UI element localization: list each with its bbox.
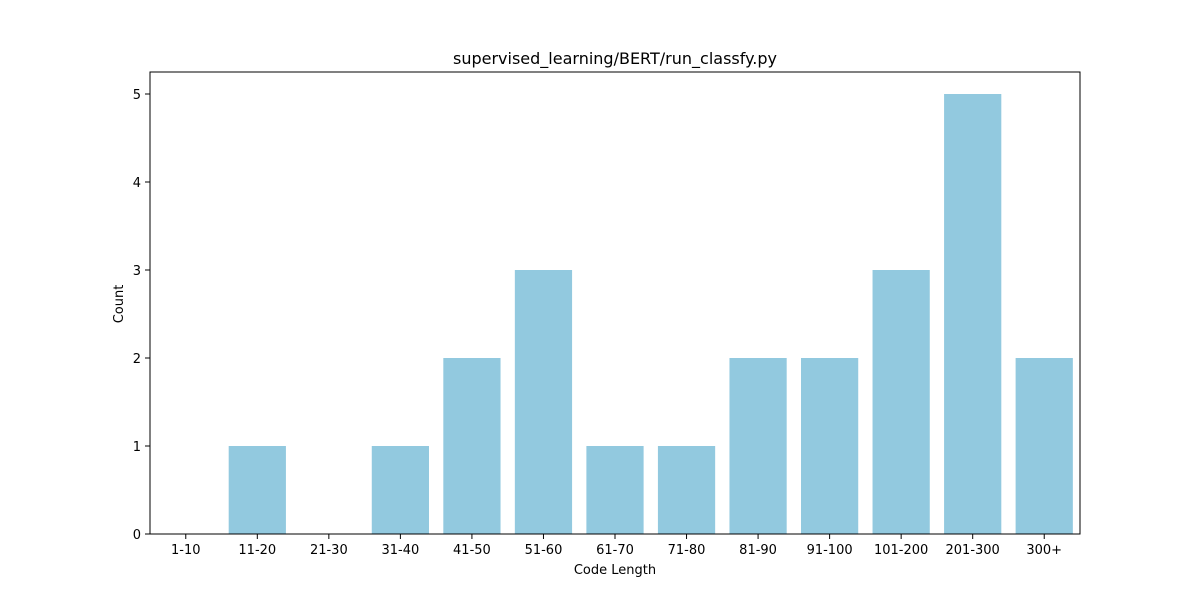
bar-101-200	[872, 270, 930, 534]
bar-51-60	[514, 270, 573, 534]
x-tick-label: 81-90	[739, 543, 777, 558]
x-tick-label: 101-200	[874, 543, 928, 558]
x-tick-label: 1-10	[171, 543, 201, 558]
x-tick-label: 11-20	[238, 543, 276, 558]
y-axis-label: Count	[112, 285, 127, 324]
x-tick-label: 71-80	[668, 543, 706, 558]
axes-layer: 1-10 11-20 21-30 31-40 41-50 51-60 61-70 71-80 8…	[133, 71, 1081, 558]
bar-300+	[1015, 358, 1073, 534]
bar-71-80	[657, 446, 716, 534]
x-axis-label: Code Length	[574, 563, 656, 578]
bar-91-100	[801, 358, 859, 534]
x-tick-label: 201-300	[946, 543, 1000, 558]
x-tick-label: 21-30	[310, 543, 348, 558]
x-tick-label: 61-70	[596, 543, 634, 558]
x-tick-label: 51-60	[525, 543, 563, 558]
bar-31-40	[371, 446, 429, 534]
y-tick-label: 5	[133, 88, 141, 103]
bars-layer	[228, 94, 1073, 534]
bar-11-20	[228, 446, 286, 534]
x-tick-label: 41-50	[453, 543, 491, 558]
y-tick-label: 0	[133, 528, 141, 543]
bar-61-70	[586, 446, 644, 534]
bar-201-300	[944, 94, 1002, 534]
bar-81-90	[729, 358, 787, 534]
chart-title: supervised_learning/BERT/run_classfy.py	[453, 49, 777, 69]
y-tick-label: 1	[133, 440, 141, 455]
x-tick-label: 91-100	[807, 543, 853, 558]
y-tick-label: 3	[133, 264, 141, 279]
bar-41-50	[443, 358, 501, 534]
y-tick-label: 4	[133, 176, 141, 191]
x-tick-label: 31-40	[381, 543, 419, 558]
x-tick-label: 300+	[1026, 543, 1062, 558]
y-tick-label: 2	[133, 352, 141, 367]
